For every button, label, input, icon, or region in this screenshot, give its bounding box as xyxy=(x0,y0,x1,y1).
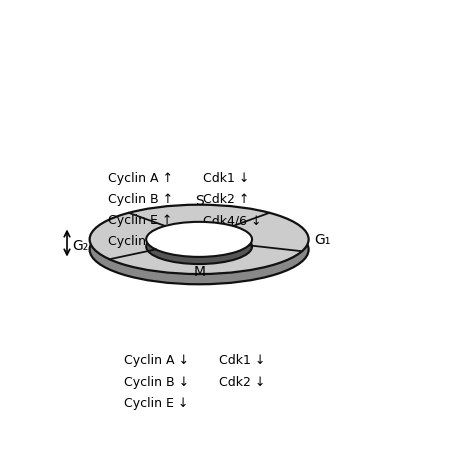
Text: Cyclin A ↓: Cyclin A ↓ xyxy=(124,355,189,367)
Text: M: M xyxy=(193,265,205,279)
Text: Cyclin D ↓: Cyclin D ↓ xyxy=(108,236,174,248)
Text: Cdk1 ↓: Cdk1 ↓ xyxy=(219,355,265,367)
Text: Cyclin E ↓: Cyclin E ↓ xyxy=(124,397,189,410)
Ellipse shape xyxy=(90,205,309,274)
Text: Cyclin E ↑: Cyclin E ↑ xyxy=(108,214,172,227)
Text: G₂: G₂ xyxy=(72,238,88,253)
Text: Cdk4/6 ↓: Cdk4/6 ↓ xyxy=(203,214,261,227)
Ellipse shape xyxy=(146,222,252,257)
Text: Cdk1 ↓: Cdk1 ↓ xyxy=(203,172,249,185)
Ellipse shape xyxy=(90,215,309,284)
Text: Cyclin B ↓: Cyclin B ↓ xyxy=(124,375,190,389)
Text: G₁: G₁ xyxy=(314,234,330,247)
Ellipse shape xyxy=(146,229,252,264)
Text: Cyclin B ↑: Cyclin B ↑ xyxy=(108,193,173,206)
Text: Cyclin A ↑: Cyclin A ↑ xyxy=(108,172,173,185)
Text: Cdk2 ↑: Cdk2 ↑ xyxy=(203,193,249,206)
Text: Cdk2 ↓: Cdk2 ↓ xyxy=(219,375,265,389)
Text: S: S xyxy=(195,194,203,208)
